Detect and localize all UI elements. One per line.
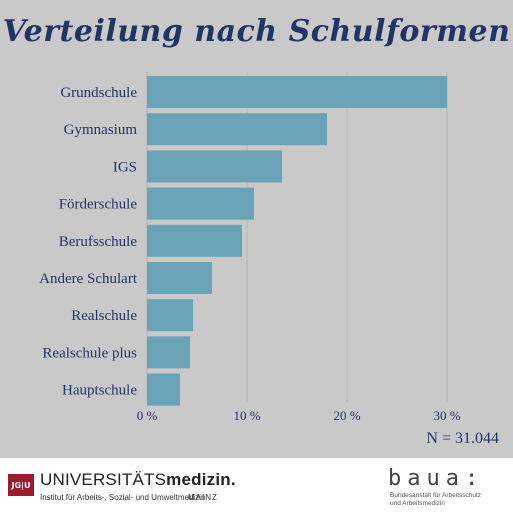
category-label: Grundschule: [60, 85, 137, 101]
x-tick-label: 30 %: [433, 408, 460, 423]
bar: [147, 373, 180, 406]
baua-subtitle-line2: und Arbeitsmedizin: [390, 500, 445, 507]
category-label: Realschule: [71, 308, 137, 324]
jgu-logo: JG|U: [8, 474, 34, 496]
category-label: Hauptschule: [62, 383, 137, 399]
bar: [147, 224, 242, 257]
category-label: Andere Schulart: [39, 271, 138, 287]
category-label: Förderschule: [59, 197, 138, 213]
baua-subtitle: Bundesanstalt für Arbeitsschutz und Arbe…: [390, 492, 481, 508]
mainz-label: MAINZ: [188, 493, 218, 502]
chart-panel: Verteilung nach Schulformen 0 % 10 % 20 % 3…: [2, 14, 511, 447]
sample-size-label: N = 31.044: [426, 430, 499, 447]
x-tick-label: 20 %: [333, 408, 360, 423]
category-label: Gymnasium: [64, 122, 138, 138]
bar: [147, 299, 193, 332]
baua-subtitle-line1: Bundesanstalt für Arbeitsschutz: [390, 492, 482, 499]
baua-logo: baua:: [388, 466, 485, 491]
institute-name: Institut für Arbeits-, Sozial- und Umwel…: [40, 493, 206, 502]
bar: [147, 336, 190, 369]
category-label: IGS: [113, 159, 137, 175]
bar: [147, 187, 254, 220]
bar: [147, 262, 212, 294]
bar: [147, 150, 282, 183]
category-label: Realschule plus: [42, 345, 137, 361]
bar: [147, 113, 327, 146]
bar-chart: 0 % 10 % 20 % 30 % Grundschule Gymnasium IGS Fö…: [39, 72, 461, 423]
category-label: Berufsschule: [59, 234, 138, 250]
unimedizin-logo: UNIVERSITÄTSmedizin.: [40, 470, 236, 490]
unimedizin-bold: medizin.: [166, 470, 236, 489]
x-tick-label: 10 %: [233, 408, 260, 423]
bar: [147, 76, 447, 108]
chart-title: Verteilung nach Schulformen: [2, 14, 511, 49]
unimedizin-prefix: UNIVERSITÄTS: [40, 470, 167, 489]
x-tick-label: 0 %: [137, 408, 158, 423]
footer: JG|U UNIVERSITÄTSmedizin. Institut für A…: [0, 458, 513, 513]
